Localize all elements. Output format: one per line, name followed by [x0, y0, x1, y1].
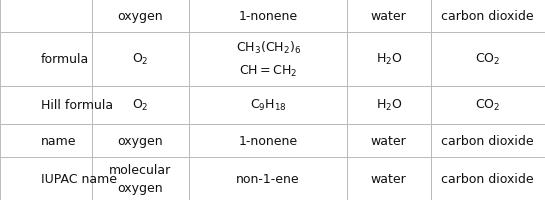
- Bar: [189, 32, 347, 86]
- Text: carbon dioxide: carbon dioxide: [441, 134, 534, 147]
- Text: $\mathrm{H_2O}$: $\mathrm{H_2O}$: [376, 98, 402, 113]
- Text: $\mathrm{O_2}$: $\mathrm{O_2}$: [132, 98, 149, 113]
- Text: oxygen: oxygen: [118, 10, 164, 23]
- Text: water: water: [371, 10, 407, 23]
- Bar: [347, 32, 431, 86]
- Bar: [92, 124, 189, 157]
- Bar: [0, 0, 92, 32]
- Text: carbon dioxide: carbon dioxide: [441, 172, 534, 185]
- Bar: [431, 32, 545, 86]
- Bar: [189, 0, 347, 32]
- Text: formula: formula: [41, 53, 89, 66]
- Bar: [347, 157, 431, 200]
- Bar: [431, 157, 545, 200]
- Text: $\mathrm{CH_3(CH_2)_6}$: $\mathrm{CH_3(CH_2)_6}$: [235, 39, 301, 55]
- Text: oxygen: oxygen: [118, 181, 164, 194]
- Bar: [0, 124, 92, 157]
- Bar: [347, 86, 431, 124]
- Bar: [347, 0, 431, 32]
- Text: water: water: [371, 172, 407, 185]
- Bar: [431, 124, 545, 157]
- Text: 1-nonene: 1-nonene: [239, 10, 298, 23]
- Text: carbon dioxide: carbon dioxide: [441, 10, 534, 23]
- Bar: [347, 124, 431, 157]
- Bar: [189, 86, 347, 124]
- Bar: [0, 86, 92, 124]
- Text: $\mathrm{CO_2}$: $\mathrm{CO_2}$: [475, 52, 500, 67]
- Bar: [189, 157, 347, 200]
- Bar: [92, 0, 189, 32]
- Text: $\mathrm{C_9H_{18}}$: $\mathrm{C_9H_{18}}$: [250, 98, 287, 113]
- Bar: [0, 157, 92, 200]
- Bar: [92, 86, 189, 124]
- Text: name: name: [41, 134, 77, 147]
- Bar: [0, 32, 92, 86]
- Bar: [189, 124, 347, 157]
- Text: 1-nonene: 1-nonene: [239, 134, 298, 147]
- Text: $\mathrm{CO_2}$: $\mathrm{CO_2}$: [475, 98, 500, 113]
- Text: IUPAC name: IUPAC name: [41, 172, 117, 185]
- Text: $\mathrm{H_2O}$: $\mathrm{H_2O}$: [376, 52, 402, 67]
- Text: oxygen: oxygen: [118, 134, 164, 147]
- Text: $\mathrm{O_2}$: $\mathrm{O_2}$: [132, 52, 149, 67]
- Text: $\mathrm{CH{=}CH_2}$: $\mathrm{CH{=}CH_2}$: [239, 64, 298, 79]
- Text: water: water: [371, 134, 407, 147]
- Bar: [92, 157, 189, 200]
- Text: non-1-ene: non-1-ene: [237, 172, 300, 185]
- Bar: [431, 86, 545, 124]
- Bar: [431, 0, 545, 32]
- Text: Hill formula: Hill formula: [41, 99, 113, 112]
- Text: molecular: molecular: [110, 164, 172, 177]
- Bar: [92, 32, 189, 86]
